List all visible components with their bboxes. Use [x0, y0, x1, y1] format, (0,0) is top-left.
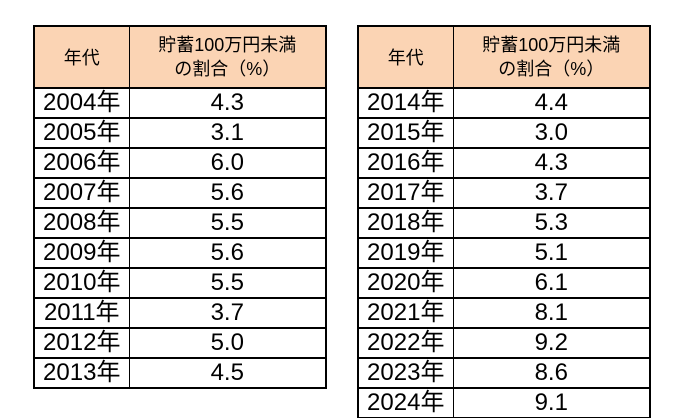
year-cell: 2013年	[33, 357, 130, 389]
table-header: 年代 貯蓄100万円未満 の割合（%）	[357, 25, 651, 89]
value-header-line2: の割合（%）	[498, 59, 605, 79]
table-row: 2018年 5.3	[357, 207, 651, 239]
table-row: 2004年 4.3	[33, 87, 327, 119]
table-row: 2010年 5.5	[33, 267, 327, 299]
table-row: 2012年 5.0	[33, 327, 327, 359]
table-row: 2011年 3.7	[33, 297, 327, 329]
year-cell: 2020年	[357, 267, 454, 299]
table-row: 2022年 9.2	[357, 327, 651, 359]
table-row: 2015年 3.0	[357, 117, 651, 149]
year-cell: 2009年	[33, 237, 130, 269]
value-cell: 5.6	[128, 237, 327, 269]
value-cell: 4.3	[128, 87, 327, 119]
header-row: 年代 貯蓄100万円未満 の割合（%）	[357, 25, 651, 89]
year-cell: 2012年	[33, 327, 130, 359]
value-cell: 5.0	[128, 327, 327, 359]
value-cell: 3.7	[452, 177, 651, 209]
year-column-header: 年代	[357, 25, 454, 89]
value-cell: 5.3	[452, 207, 651, 239]
year-cell: 2019年	[357, 237, 454, 269]
table-row: 2006年 6.0	[33, 147, 327, 179]
value-cell: 4.3	[452, 147, 651, 179]
table-row: 2016年 4.3	[357, 147, 651, 179]
value-cell: 4.4	[452, 87, 651, 119]
value-cell: 8.1	[452, 297, 651, 329]
value-cell: 6.1	[452, 267, 651, 299]
table-row: 2007年 5.6	[33, 177, 327, 209]
year-cell: 2021年	[357, 297, 454, 329]
table-row: 2008年 5.5	[33, 207, 327, 239]
value-header-line1: 貯蓄100万円未満	[482, 35, 621, 55]
year-cell: 2008年	[33, 207, 130, 239]
year-cell: 2015年	[357, 117, 454, 149]
table-row: 2017年 3.7	[357, 177, 651, 209]
table-row: 2005年 3.1	[33, 117, 327, 149]
table-header: 年代 貯蓄100万円未満 の割合（%）	[33, 25, 327, 89]
table-row: 2024年 9.1	[357, 387, 651, 418]
year-cell: 2005年	[33, 117, 130, 149]
year-column-header: 年代	[33, 25, 130, 89]
value-cell: 5.6	[128, 177, 327, 209]
value-column-header: 貯蓄100万円未満 の割合（%）	[128, 25, 327, 89]
value-cell: 9.2	[452, 327, 651, 359]
value-cell: 3.1	[128, 117, 327, 149]
year-cell: 2017年	[357, 177, 454, 209]
value-cell: 5.5	[128, 207, 327, 239]
savings-table-2014-2024: 年代 貯蓄100万円未満 の割合（%） 2014年 4.4 2015年 3.0	[357, 25, 651, 418]
value-cell: 9.1	[452, 387, 651, 418]
value-cell: 5.1	[452, 237, 651, 269]
header-row: 年代 貯蓄100万円未満 の割合（%）	[33, 25, 327, 89]
table-body: 2014年 4.4 2015年 3.0 2016年 4.3 2017年 3.7	[357, 87, 651, 418]
year-cell: 2022年	[357, 327, 454, 359]
year-cell: 2007年	[33, 177, 130, 209]
year-cell: 2004年	[33, 87, 130, 119]
table-row: 2020年 6.1	[357, 267, 651, 299]
year-cell: 2016年	[357, 147, 454, 179]
value-column-header: 貯蓄100万円未満 の割合（%）	[452, 25, 651, 89]
year-cell: 2023年	[357, 357, 454, 389]
year-cell: 2018年	[357, 207, 454, 239]
table-row: 2023年 8.6	[357, 357, 651, 389]
savings-table-2004-2013: 年代 貯蓄100万円未満 の割合（%） 2004年 4.3 2005年 3.1	[33, 25, 327, 389]
value-cell: 5.5	[128, 267, 327, 299]
table-row: 2014年 4.4	[357, 87, 651, 119]
table-row: 2009年 5.6	[33, 237, 327, 269]
table-body: 2004年 4.3 2005年 3.1 2006年 6.0 2007年 5.6	[33, 87, 327, 389]
year-cell: 2010年	[33, 267, 130, 299]
value-cell: 3.7	[128, 297, 327, 329]
value-cell: 4.5	[128, 357, 327, 389]
year-cell: 2014年	[357, 87, 454, 119]
value-header-line2: の割合（%）	[174, 59, 281, 79]
year-cell: 2006年	[33, 147, 130, 179]
table-row: 2021年 8.1	[357, 297, 651, 329]
year-cell: 2024年	[357, 387, 454, 418]
value-cell: 3.0	[452, 117, 651, 149]
year-cell: 2011年	[33, 297, 130, 329]
value-cell: 6.0	[128, 147, 327, 179]
table-row: 2019年 5.1	[357, 237, 651, 269]
value-header-line1: 貯蓄100万円未満	[158, 35, 297, 55]
value-cell: 8.6	[452, 357, 651, 389]
table-row: 2013年 4.5	[33, 357, 327, 389]
